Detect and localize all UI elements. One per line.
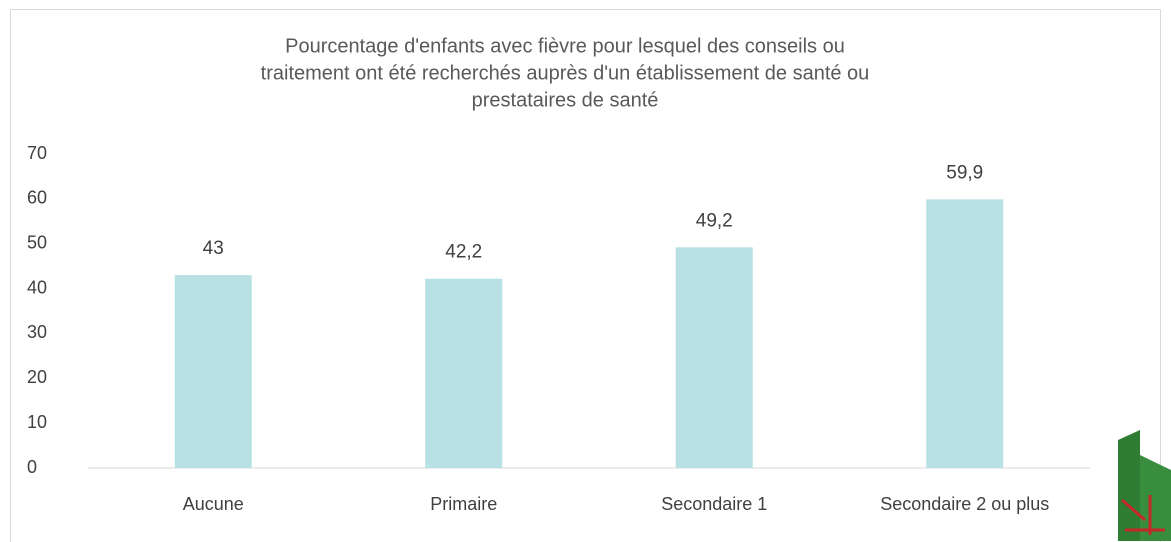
y-tick-label: 70 bbox=[27, 143, 47, 163]
chart-title: prestataires de santé bbox=[472, 89, 659, 111]
bar bbox=[425, 278, 503, 468]
data-label: 49,2 bbox=[696, 210, 733, 231]
y-tick-label: 20 bbox=[27, 367, 47, 387]
data-label: 59,9 bbox=[946, 162, 983, 183]
x-tick-label: Secondaire 2 ou plus bbox=[880, 494, 1049, 514]
y-tick-label: 50 bbox=[27, 232, 47, 252]
data-label: 42,2 bbox=[445, 242, 482, 263]
logo bbox=[1118, 430, 1171, 541]
y-tick-label: 30 bbox=[27, 322, 47, 342]
x-tick-label: Aucune bbox=[183, 494, 244, 514]
y-tick-label: 0 bbox=[27, 457, 37, 477]
data-label: 43 bbox=[203, 238, 224, 259]
y-tick-label: 40 bbox=[27, 277, 47, 297]
x-tick-label: Primaire bbox=[430, 494, 497, 514]
y-tick-label: 10 bbox=[27, 412, 47, 432]
x-tick-label: Secondaire 1 bbox=[661, 494, 767, 514]
chart-title: traitement ont été recherchés auprès d'u… bbox=[261, 62, 870, 84]
bar bbox=[174, 275, 252, 468]
bar bbox=[926, 199, 1004, 468]
chart-title: Pourcentage d'enfants avec fièvre pour l… bbox=[285, 35, 845, 57]
y-tick-label: 60 bbox=[27, 188, 47, 208]
bar bbox=[675, 247, 753, 468]
